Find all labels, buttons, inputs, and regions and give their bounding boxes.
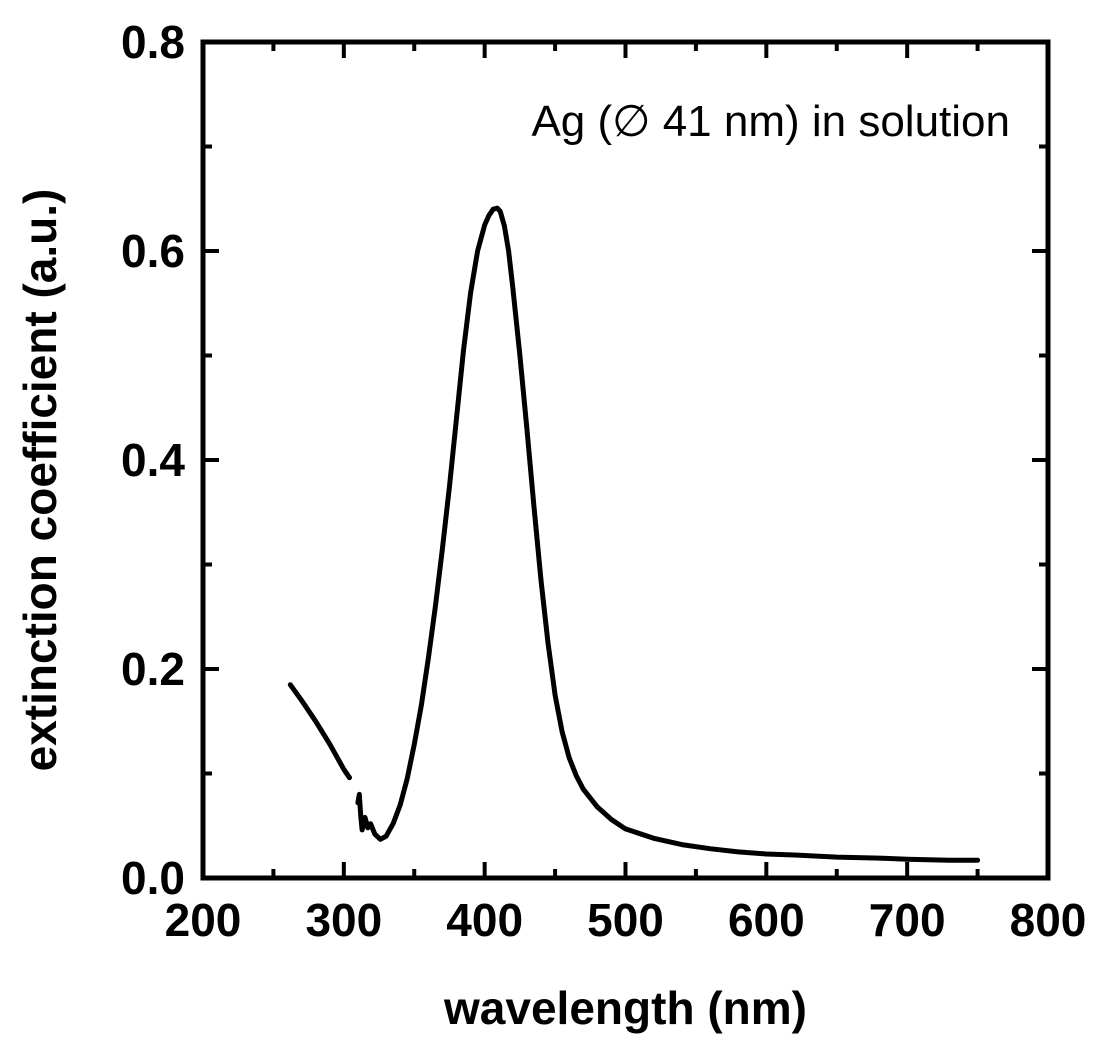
x-tick-label: 300 [305, 894, 382, 946]
y-tick-label: 0.8 [121, 16, 185, 68]
x-tick-label: 700 [869, 894, 946, 946]
series-line-segment [355, 205, 981, 863]
series-line-segment [287, 682, 352, 781]
x-tick-label: 400 [446, 894, 523, 946]
annotation-label: Ag (∅ 41 nm) in solution [531, 97, 1010, 146]
plot-area [200, 39, 1051, 881]
y-tick-label: 0.6 [121, 225, 185, 277]
tick-labels: 200 300 400 500 600 700 800 0.0 0.2 0.4 0.6 0.8 [121, 16, 1086, 946]
y-tick-label: 0.4 [121, 434, 185, 486]
plot-frame [200, 39, 1051, 881]
series-layer [287, 205, 981, 863]
x-tick-label: 800 [1010, 894, 1087, 946]
x-tick-label: 500 [587, 894, 664, 946]
y-axis-title: extinction coefficient (a.u.) [14, 189, 66, 772]
y-tick-label: 0.2 [121, 643, 185, 695]
y-tick-label: 0.0 [121, 852, 185, 904]
x-tick-label: 200 [165, 894, 242, 946]
x-axis-title: wavelength (nm) [443, 982, 807, 1034]
x-tick-label: 600 [728, 894, 805, 946]
axis-ticks [201, 40, 1050, 880]
